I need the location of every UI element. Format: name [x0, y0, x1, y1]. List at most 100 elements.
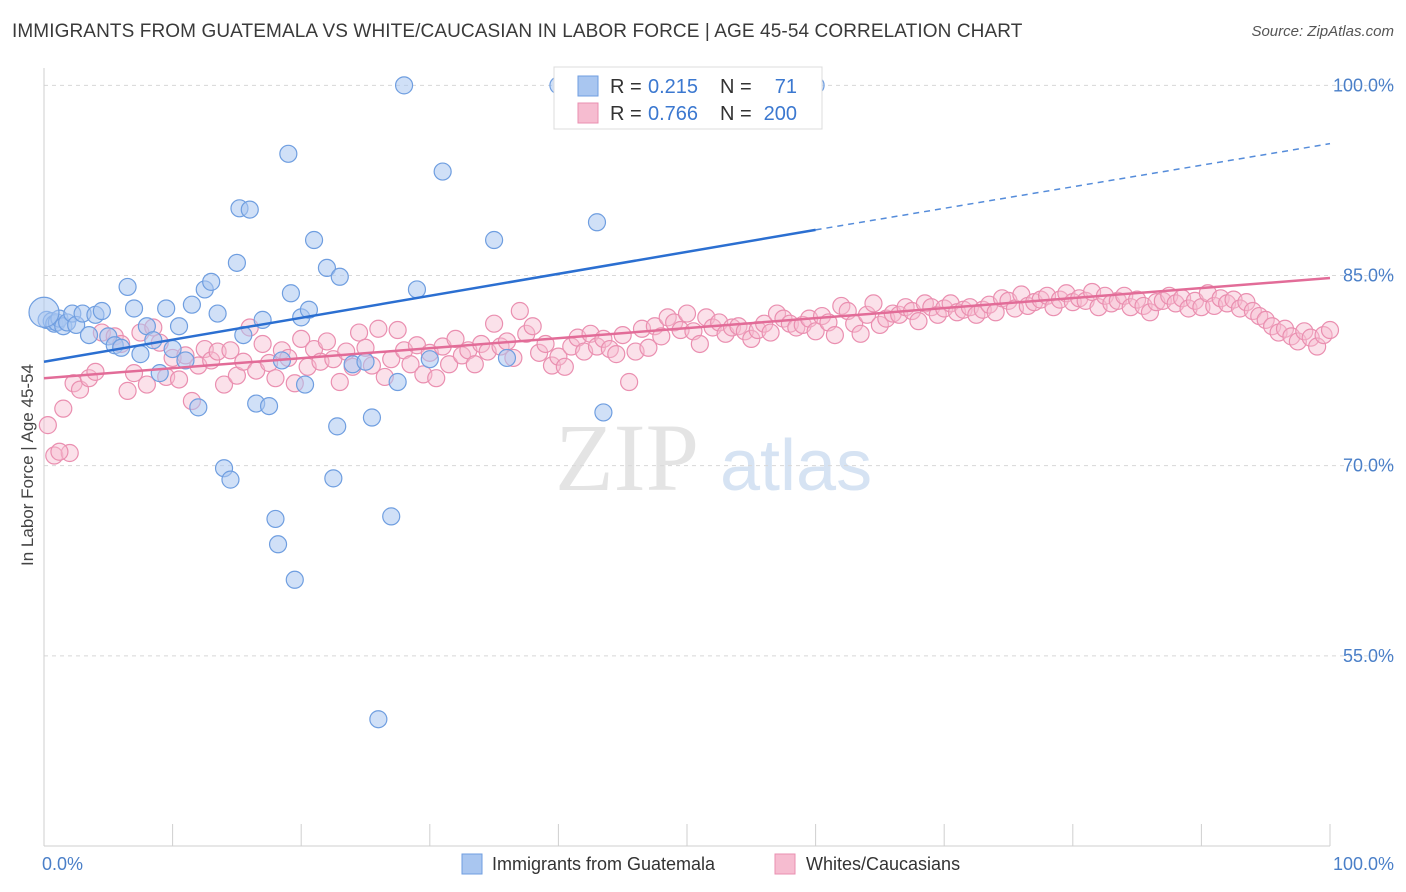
point-immigrants-guatemala — [388, 372, 407, 392]
trend-lines — [43, 142, 1331, 380]
point-immigrants-guatemala — [202, 272, 221, 291]
legend-swatch-caucasian — [577, 102, 599, 124]
point-immigrants-guatemala — [279, 144, 298, 163]
point-whites-caucasians — [401, 355, 420, 374]
watermark-zip: ZIP — [555, 404, 699, 511]
bottom-legend-label-guatemala: Immigrants from Guatemala — [492, 854, 716, 874]
point-whites-caucasians — [118, 381, 137, 400]
point-whites-caucasians — [169, 370, 189, 389]
point-whites-caucasians — [806, 322, 825, 341]
trend-line-caucasian — [43, 276, 1331, 380]
point-whites-caucasians — [825, 326, 844, 345]
point-whites-caucasians — [1237, 293, 1256, 312]
point-whites-caucasians — [369, 319, 388, 338]
point-whites-caucasians — [742, 329, 761, 349]
point-immigrants-guatemala — [266, 509, 285, 529]
point-immigrants-guatemala — [118, 277, 137, 297]
point-immigrants-guatemala — [92, 301, 111, 321]
point-immigrants-guatemala — [144, 331, 163, 350]
point-whites-caucasians — [1308, 337, 1327, 356]
bottom-legend-swatch-caucasian — [774, 853, 796, 875]
point-immigrants-guatemala — [407, 280, 427, 299]
point-whites-caucasians — [909, 312, 928, 331]
point-immigrants-guatemala — [356, 352, 375, 371]
point-whites-caucasians — [427, 369, 446, 388]
point-whites-caucasians — [549, 347, 568, 366]
point-immigrants-guatemala — [227, 253, 246, 272]
point-whites-caucasians — [266, 369, 285, 388]
point-whites-caucasians — [292, 329, 311, 349]
point-whites-caucasians — [652, 327, 671, 346]
point-whites-caucasians — [124, 364, 144, 383]
legend-r-value-1: 0.215 — [648, 76, 698, 98]
correlation-legend: R = 0.215 N = 71 R = 0.766 N = 200 — [553, 66, 823, 130]
point-whites-caucasians — [330, 372, 349, 392]
point-whites-caucasians — [851, 324, 870, 343]
point-immigrants-guatemala — [324, 469, 343, 488]
x-tick-label-max: 100.0% — [1333, 854, 1394, 874]
bottom-legend-label-caucasian: Whites/Caucasians — [806, 854, 960, 874]
legend-r-label-2: R = — [610, 103, 642, 125]
point-whites-caucasians — [665, 313, 684, 332]
point-immigrants-guatemala — [150, 364, 169, 383]
point-whites-caucasians — [607, 345, 626, 364]
point-immigrants-guatemala — [420, 350, 439, 369]
bottom-legend-swatch-guatemala — [461, 853, 483, 875]
point-whites-caucasians — [221, 341, 240, 360]
point-whites-caucasians — [214, 375, 234, 394]
point-immigrants-guatemala — [182, 295, 201, 314]
point-immigrants-guatemala — [176, 351, 195, 370]
legend-r-label-1: R = — [610, 76, 642, 98]
point-immigrants-guatemala — [594, 403, 613, 422]
legend-n-value-2: 200 — [764, 103, 797, 125]
point-immigrants-guatemala — [240, 200, 259, 219]
axes — [43, 68, 1331, 847]
point-whites-caucasians — [38, 416, 57, 435]
point-whites-caucasians — [317, 332, 337, 351]
x-tick-label-min: 0.0% — [42, 854, 83, 874]
legend-swatch-guatemala — [577, 75, 599, 97]
point-whites-caucasians — [349, 323, 369, 342]
point-immigrants-guatemala — [285, 570, 304, 589]
legend-n-label-2: N = — [720, 103, 752, 125]
point-whites-caucasians — [86, 362, 105, 381]
point-whites-caucasians — [690, 334, 709, 354]
point-immigrants-guatemala — [221, 470, 240, 489]
point-whites-caucasians — [208, 342, 227, 361]
point-immigrants-guatemala — [587, 213, 607, 232]
data-points — [28, 76, 1340, 729]
point-immigrants-guatemala — [28, 296, 60, 328]
point-immigrants-guatemala — [281, 284, 301, 303]
point-whites-caucasians — [639, 338, 658, 357]
point-immigrants-guatemala — [259, 396, 279, 416]
point-immigrants-guatemala — [295, 375, 315, 394]
point-immigrants-guatemala — [394, 76, 414, 95]
point-whites-caucasians — [1121, 298, 1140, 317]
point-immigrants-guatemala — [330, 267, 349, 286]
point-whites-caucasians — [517, 324, 536, 343]
point-whites-caucasians — [620, 372, 639, 392]
gridlines — [44, 84, 1394, 657]
point-immigrants-guatemala — [157, 299, 176, 318]
point-immigrants-guatemala — [328, 417, 347, 436]
point-whites-caucasians — [530, 343, 549, 362]
y-tick-label: 85.0% — [1343, 266, 1394, 286]
point-whites-caucasians — [50, 442, 69, 461]
point-whites-caucasians — [542, 356, 562, 375]
point-immigrants-guatemala — [317, 258, 337, 278]
point-whites-caucasians — [1140, 303, 1160, 322]
point-immigrants-guatemala — [485, 230, 504, 250]
y-axis-label: In Labor Force | Age 45-54 — [18, 364, 37, 566]
point-immigrants-guatemala — [79, 326, 99, 345]
trend-line-guatemala-extrapolated — [815, 142, 1331, 231]
point-whites-caucasians — [864, 294, 883, 313]
point-whites-caucasians — [613, 326, 632, 345]
point-whites-caucasians — [1320, 320, 1340, 340]
legend-r-value-2: 0.766 — [648, 103, 698, 125]
y-tick-label: 70.0% — [1343, 456, 1394, 476]
point-immigrants-guatemala — [433, 162, 452, 181]
point-whites-caucasians — [761, 323, 780, 342]
point-immigrants-guatemala — [304, 230, 324, 250]
point-whites-caucasians — [137, 375, 156, 394]
